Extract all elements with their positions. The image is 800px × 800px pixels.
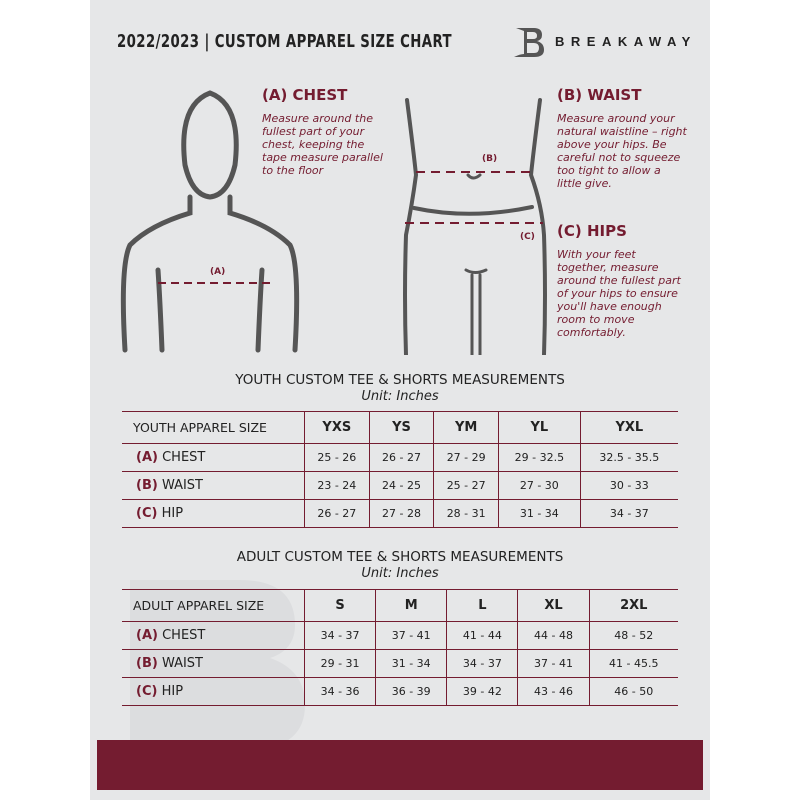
- adult-table-title: ADULT CUSTOM TEE & SHORTS MEASUREMENTS: [236, 549, 564, 565]
- row-letter: (A): [136, 450, 158, 465]
- row-letter: (B): [136, 656, 158, 671]
- page-title: 2022/2023 | CUSTOM APPAREL SIZE CHART: [117, 31, 452, 52]
- table-cell: 39 - 42: [446, 677, 518, 706]
- table-cell: 34 - 37: [303, 621, 376, 650]
- youth-unit: Unit: Inches: [361, 389, 439, 404]
- table-cell: 34 - 37: [579, 499, 678, 528]
- size-header: XL: [517, 589, 590, 622]
- table-cell: 36 - 39: [375, 677, 447, 706]
- table-cell: 43 - 46: [517, 677, 590, 706]
- chest-heading: (A) CHEST: [262, 86, 348, 104]
- row-letter: (C): [136, 506, 158, 521]
- row-label: (A) CHEST: [122, 443, 305, 472]
- row-name: HIP: [161, 506, 184, 521]
- table-cell: 27 - 29: [433, 443, 499, 472]
- waist-description: Measure around your natural waistline – …: [557, 112, 687, 190]
- youth-table-title: YOUTH CUSTOM TEE & SHORTS MEASUREMENTS: [235, 372, 565, 388]
- hips-heading: (C) HIPS: [557, 222, 627, 240]
- waist-diagram-label: (B): [482, 154, 498, 164]
- adult-unit: Unit: Inches: [361, 566, 439, 581]
- table-row: (A) CHEST 25 - 26 26 - 27 27 - 29 29 - 3…: [122, 443, 678, 472]
- table-cell: 26 - 27: [304, 499, 370, 528]
- adult-size-table: ADULT APPAREL SIZE S M L XL 2XL (A) CHES…: [122, 589, 678, 706]
- row-letter: (C): [136, 684, 158, 699]
- table-cell: 41 - 45.5: [588, 649, 678, 678]
- row-name: CHEST: [162, 628, 206, 643]
- table-cell: 29 - 32.5: [498, 443, 581, 472]
- table-cell: 31 - 34: [375, 649, 447, 678]
- row-name: CHEST: [162, 450, 206, 465]
- brand-name: BREAKAWAY: [555, 34, 697, 49]
- size-header: 2XL: [588, 589, 678, 622]
- table-cell: 46 - 50: [588, 677, 678, 706]
- size-header: YS: [368, 411, 434, 444]
- table-cell: 25 - 26: [304, 443, 370, 472]
- table-header-row: ADULT APPAREL SIZE S M L XL 2XL: [122, 589, 678, 622]
- table-cell: 30 - 33: [579, 471, 678, 500]
- table-cell: 26 - 27: [368, 443, 434, 472]
- table-row: (A) CHEST 34 - 37 37 - 41 41 - 44 44 - 4…: [122, 621, 678, 650]
- size-header: S: [303, 589, 376, 622]
- youth-size-table: YOUTH APPAREL SIZE YXS YS YM YL YXL (A) …: [122, 411, 678, 528]
- footer-band: [97, 740, 703, 790]
- row-letter: (A): [136, 628, 158, 643]
- row-label: (B) WAIST: [122, 649, 305, 678]
- row-name: WAIST: [161, 656, 204, 671]
- lower-body-figure: [403, 98, 547, 355]
- row-label: (A) CHEST: [122, 621, 305, 650]
- chest-description: Measure around the fullest part of your …: [262, 112, 383, 177]
- table-header-row: YOUTH APPAREL SIZE YXS YS YM YL YXL: [122, 411, 678, 444]
- table-cell: 29 - 31: [303, 649, 376, 678]
- chest-diagram-label: (A): [210, 267, 226, 277]
- size-header: M: [375, 589, 447, 622]
- breakaway-logo-icon: [514, 28, 544, 57]
- row-label: (B) WAIST: [122, 471, 305, 500]
- row-label: (C) HIP: [122, 499, 305, 528]
- table-cell: 37 - 41: [375, 621, 447, 650]
- size-header: YXS: [304, 411, 370, 444]
- size-header: YL: [498, 411, 581, 444]
- table-row: (B) WAIST 29 - 31 31 - 34 34 - 37 37 - 4…: [122, 649, 678, 678]
- row-label: (C) HIP: [122, 677, 305, 706]
- table-cell: 28 - 31: [433, 499, 499, 528]
- table-cell: 37 - 41: [517, 649, 590, 678]
- table-cell: 31 - 34: [498, 499, 581, 528]
- size-label: ADULT APPAREL SIZE: [122, 589, 305, 622]
- hips-diagram-label: (C): [520, 232, 535, 242]
- table-row: (B) WAIST 23 - 24 24 - 25 25 - 27 27 - 3…: [122, 471, 678, 500]
- table-cell: 34 - 36: [303, 677, 376, 706]
- table-row: (C) HIP 26 - 27 27 - 28 28 - 31 31 - 34 …: [122, 499, 678, 528]
- table-cell: 23 - 24: [304, 471, 370, 500]
- row-name: WAIST: [161, 478, 204, 493]
- table-row: (C) HIP 34 - 36 36 - 39 39 - 42 43 - 46 …: [122, 677, 678, 706]
- table-cell: 27 - 30: [498, 471, 581, 500]
- table-cell: 25 - 27: [433, 471, 499, 500]
- row-name: HIP: [161, 684, 184, 699]
- upper-body-figure: [120, 90, 300, 353]
- table-cell: 32.5 - 35.5: [579, 443, 678, 472]
- table-cell: 27 - 28: [368, 499, 434, 528]
- hips-description: With your feet together, measure around …: [557, 248, 681, 339]
- table-cell: 44 - 48: [517, 621, 590, 650]
- waist-heading: (B) WAIST: [557, 86, 642, 104]
- size-header: YXL: [579, 411, 678, 444]
- size-header: YM: [433, 411, 499, 444]
- size-header: L: [446, 589, 518, 622]
- table-cell: 34 - 37: [446, 649, 518, 678]
- table-cell: 48 - 52: [588, 621, 678, 650]
- row-letter: (B): [136, 478, 158, 493]
- table-cell: 41 - 44: [446, 621, 518, 650]
- table-cell: 24 - 25: [368, 471, 434, 500]
- size-label: YOUTH APPAREL SIZE: [122, 411, 305, 444]
